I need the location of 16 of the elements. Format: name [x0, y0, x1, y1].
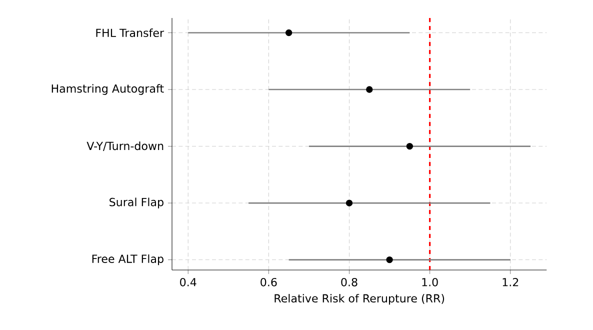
- x-tick-label: 0.6: [260, 278, 277, 286]
- x-axis-title: Relative Risk of Rerupture (RR): [274, 294, 444, 305]
- x-tick-label: 1.2: [502, 278, 518, 286]
- point: [285, 29, 292, 36]
- y-tick-label: Sural Flap: [110, 198, 164, 208]
- y-tick-label: Free ALT Flap: [92, 254, 164, 266]
- x-tick-label: 0.8: [341, 278, 358, 286]
- y-tick-label: Hamstring Autograft: [52, 84, 164, 95]
- x-tick-label: 0.4: [180, 278, 196, 286]
- point: [366, 86, 373, 93]
- point: [346, 200, 353, 206]
- y-tick-label: V-Y/Turn-down: [86, 142, 164, 151]
- point: [406, 142, 414, 150]
- x-tick-label: 1.0: [422, 278, 438, 286]
- y-tick-label: FHL Transfer: [96, 28, 164, 38]
- point: [386, 256, 393, 264]
